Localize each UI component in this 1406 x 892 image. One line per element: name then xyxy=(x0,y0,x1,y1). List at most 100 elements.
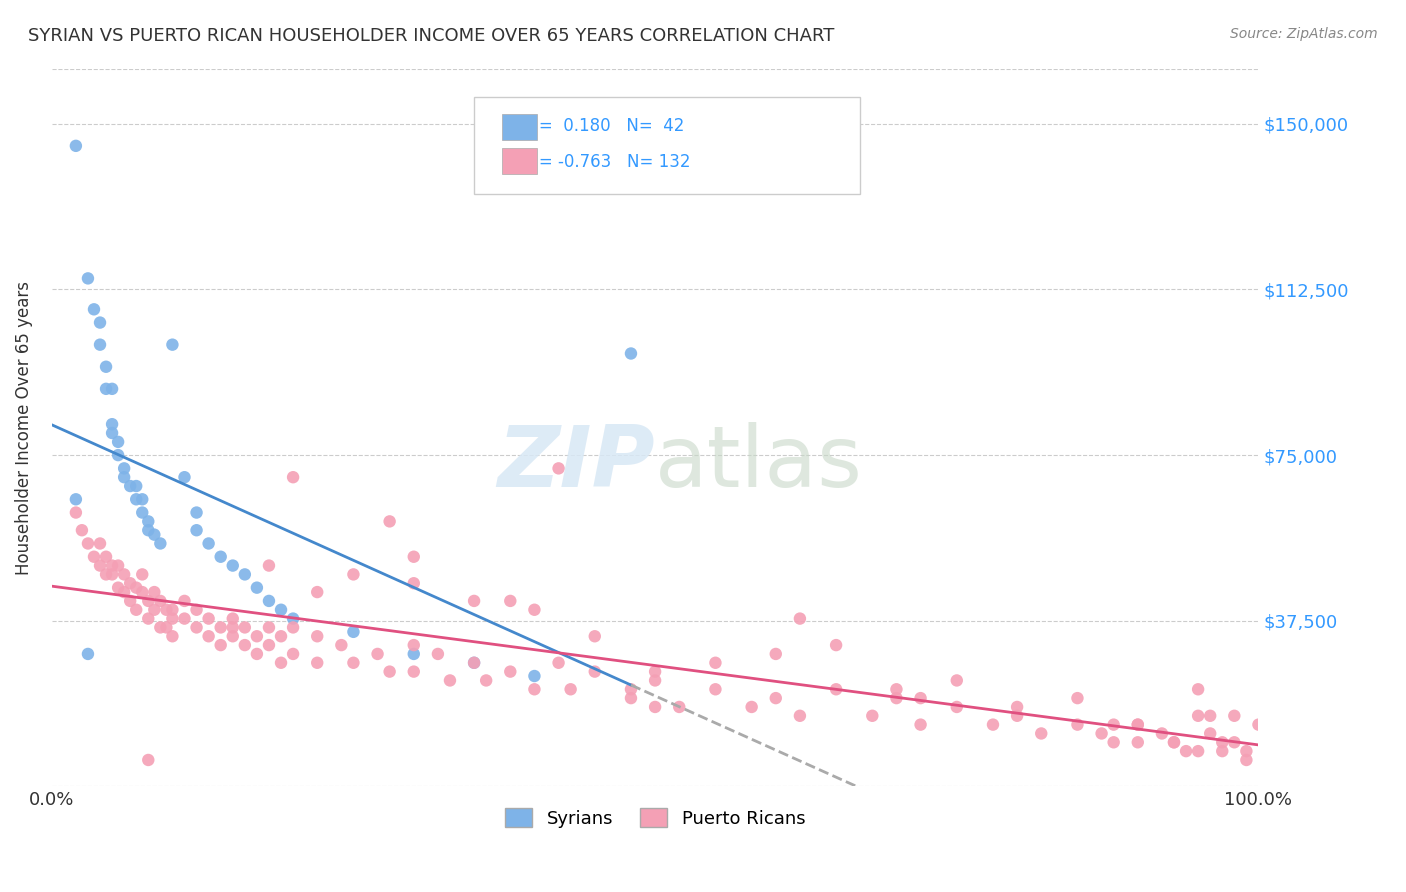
Point xyxy=(162,629,184,643)
Point xyxy=(1031,726,1053,740)
Point xyxy=(270,656,292,670)
Point xyxy=(560,682,582,697)
Point xyxy=(402,647,425,661)
Point xyxy=(789,611,811,625)
Point xyxy=(131,492,153,507)
Point xyxy=(910,691,932,706)
Point xyxy=(83,302,105,317)
Point xyxy=(186,523,208,537)
Point xyxy=(463,656,485,670)
Point xyxy=(131,567,153,582)
Point xyxy=(222,611,245,625)
Point xyxy=(197,629,219,643)
Point xyxy=(107,581,129,595)
Point xyxy=(1187,682,1209,697)
Point xyxy=(94,382,117,396)
Point xyxy=(439,673,461,688)
Point xyxy=(1223,735,1246,749)
Point xyxy=(886,691,908,706)
Point xyxy=(125,479,148,493)
Point xyxy=(1223,708,1246,723)
Point xyxy=(143,527,166,541)
Point xyxy=(149,594,172,608)
Point xyxy=(120,594,142,608)
Point xyxy=(402,549,425,564)
Point xyxy=(209,549,232,564)
Point xyxy=(499,594,522,608)
Point xyxy=(1066,691,1088,706)
Point xyxy=(860,708,883,723)
Point xyxy=(910,717,932,731)
Point xyxy=(101,382,124,396)
Point xyxy=(125,603,148,617)
Point xyxy=(583,629,606,643)
Point xyxy=(1150,726,1173,740)
Point xyxy=(342,656,364,670)
Point xyxy=(1187,744,1209,758)
Point xyxy=(886,682,908,697)
Point xyxy=(945,700,967,714)
Point xyxy=(307,585,329,599)
Point xyxy=(402,665,425,679)
Point xyxy=(475,673,498,688)
Point xyxy=(89,337,111,351)
Point xyxy=(173,611,195,625)
Point xyxy=(209,638,232,652)
Point xyxy=(644,700,666,714)
Point xyxy=(281,620,304,634)
Point xyxy=(620,691,643,706)
Point xyxy=(330,638,353,652)
Point xyxy=(83,549,105,564)
Point xyxy=(155,620,177,634)
Point xyxy=(173,470,195,484)
Point xyxy=(378,665,401,679)
Point xyxy=(547,656,569,670)
Point xyxy=(1126,735,1149,749)
Point xyxy=(668,700,690,714)
Point xyxy=(620,682,643,697)
Point xyxy=(162,603,184,617)
Point xyxy=(523,682,546,697)
Point xyxy=(1005,700,1028,714)
Legend: Syrians, Puerto Ricans: Syrians, Puerto Ricans xyxy=(498,801,813,835)
Point xyxy=(257,620,280,634)
Point xyxy=(136,523,159,537)
Point xyxy=(825,682,848,697)
Point xyxy=(1234,753,1257,767)
Point xyxy=(378,515,401,529)
Point xyxy=(281,647,304,661)
Point xyxy=(644,665,666,679)
Point xyxy=(233,567,256,582)
Point xyxy=(101,558,124,573)
Point xyxy=(101,417,124,432)
Point xyxy=(1247,717,1270,731)
Point xyxy=(825,638,848,652)
Point xyxy=(112,585,135,599)
Point xyxy=(704,682,727,697)
Point xyxy=(402,638,425,652)
Point xyxy=(107,558,129,573)
Y-axis label: Householder Income Over 65 years: Householder Income Over 65 years xyxy=(15,280,32,574)
Point xyxy=(270,629,292,643)
Point xyxy=(1234,744,1257,758)
Point xyxy=(136,515,159,529)
Point xyxy=(1066,717,1088,731)
Point xyxy=(644,673,666,688)
Point xyxy=(65,138,87,153)
Point xyxy=(704,656,727,670)
Point xyxy=(77,271,100,285)
Point xyxy=(307,629,329,643)
Point xyxy=(765,647,787,661)
Point xyxy=(149,620,172,634)
Point xyxy=(162,337,184,351)
Point xyxy=(281,611,304,625)
Point xyxy=(94,549,117,564)
FancyBboxPatch shape xyxy=(502,114,537,140)
Point xyxy=(620,346,643,360)
Point xyxy=(981,717,1004,731)
Point xyxy=(143,585,166,599)
Point xyxy=(112,461,135,475)
Point xyxy=(402,576,425,591)
Point xyxy=(112,470,135,484)
Point xyxy=(257,638,280,652)
